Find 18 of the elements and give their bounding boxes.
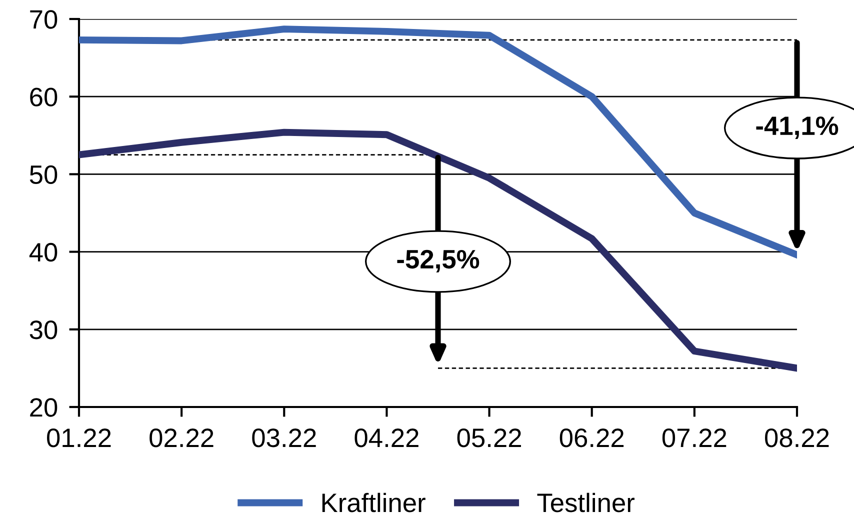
y-tick-label: 40 [29,242,58,262]
annotation: -41,1% [756,116,838,139]
x-tick-label: 05.22 [457,428,521,448]
y-tick-label: 30 [30,320,58,340]
x-tick-label: 01.22 [47,428,111,448]
annotation: -52,5% [397,250,480,272]
y-tick-label: 20 [30,398,58,417]
legend-label: Kraftliner [322,492,426,512]
x-tick-label: 04.22 [354,428,418,448]
y-tick-label: 60 [30,88,58,106]
x-tick-label: 06.22 [560,428,624,448]
x-tick-label: 03.22 [252,428,316,448]
x-tick-label: 02.22 [150,428,214,448]
y-tick-label: 70 [30,10,58,29]
legend-label: Testliner [537,492,634,512]
y-tick-label: 50 [30,165,58,184]
x-tick-label: 07.22 [662,428,726,448]
x-tick-label: 08.22 [765,428,829,448]
